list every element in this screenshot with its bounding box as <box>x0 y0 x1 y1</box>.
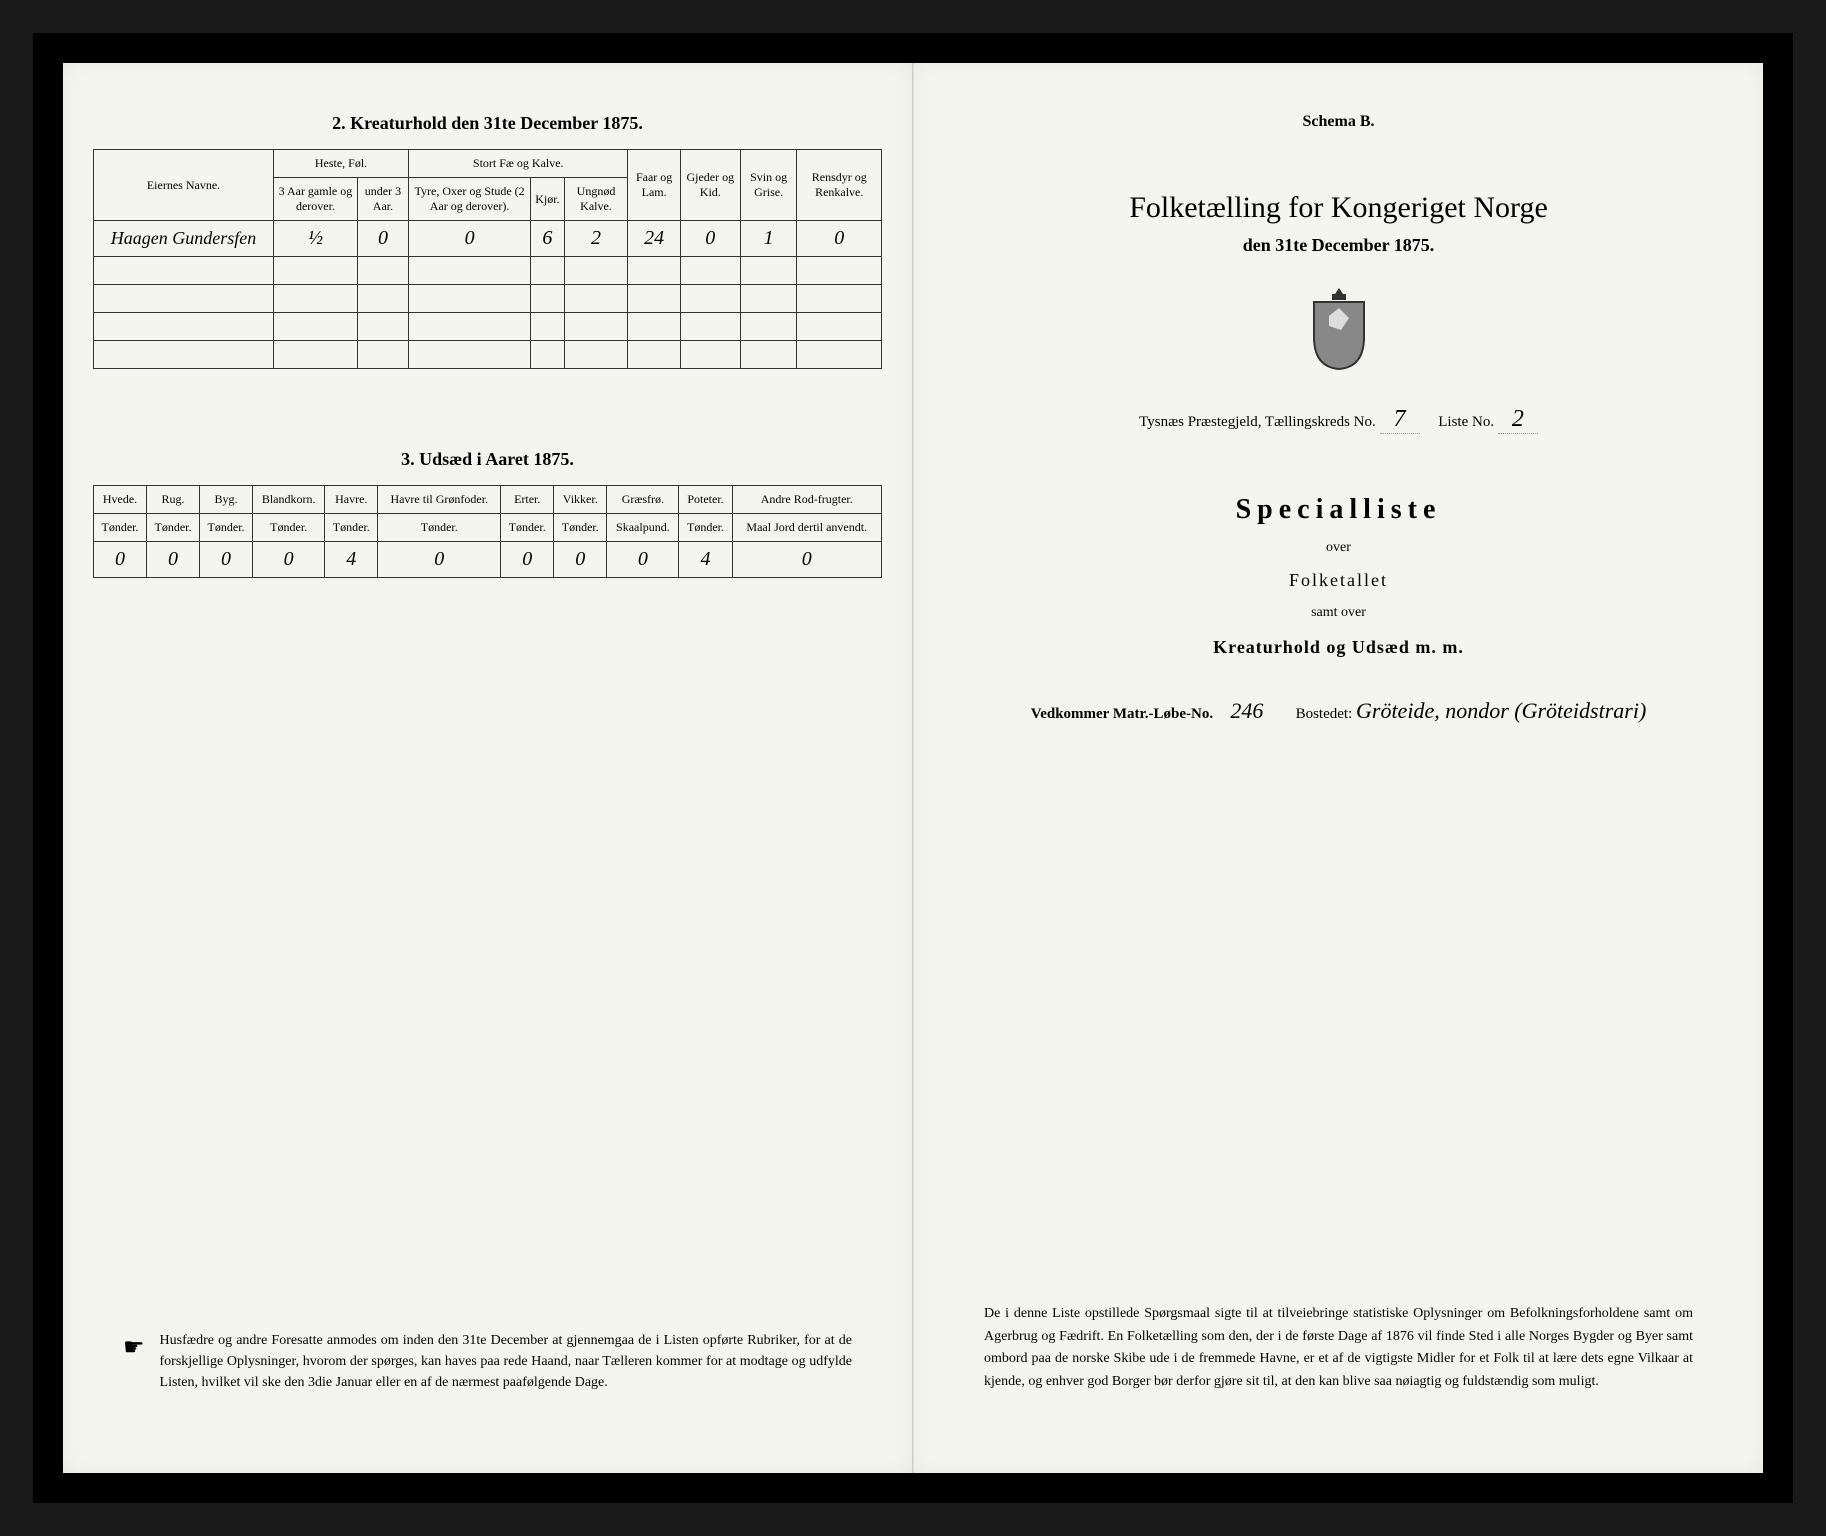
district-label: Tysnæs Præstegjeld, Tællingskreds No. <box>1139 414 1376 430</box>
cell: 0 <box>253 542 325 578</box>
th-heste-group: Heste, Føl. <box>274 150 409 178</box>
cell: 2 <box>564 221 628 257</box>
th-sub: Tønder. <box>554 514 607 542</box>
th-sub: Maal Jord dertil anvendt. <box>732 514 882 542</box>
cell: 0 <box>147 542 200 578</box>
th: Hvede. <box>94 486 147 514</box>
sub-date: den 31te December 1875. <box>944 235 1733 256</box>
empty-row <box>94 341 882 369</box>
over-label: over <box>944 540 1733 556</box>
cell: ½ <box>274 221 358 257</box>
cell: 6 <box>531 221 564 257</box>
empty-row <box>94 313 882 341</box>
main-title: Folketælling for Kongeriget Norge <box>944 191 1733 225</box>
th-stort-group: Stort Fæ og Kalve. <box>409 150 628 178</box>
left-footer: ☛ Husfædre og andre Foresatte anmodes om… <box>123 1330 852 1393</box>
cell: 4 <box>325 542 378 578</box>
th-sub: Tønder. <box>94 514 147 542</box>
th: Andre Rod-frugter. <box>732 486 882 514</box>
section3-title: 3. Udsæd i Aaret 1875. <box>93 449 882 470</box>
coat-of-arms-icon <box>944 286 1733 376</box>
district-line: Tysnæs Præstegjeld, Tællingskreds No. 7 … <box>944 406 1733 434</box>
th: Erter. <box>501 486 554 514</box>
footer-text: Husfædre og andre Foresatte anmodes om i… <box>160 1330 852 1393</box>
right-page: Schema B. Folketælling for Kongeriget No… <box>913 63 1763 1473</box>
schema-label: Schema B. <box>944 113 1733 131</box>
matr-line: Vedkommer Matr.-Løbe-No. 246 Bostedet: G… <box>944 698 1733 724</box>
matr-label: Vedkommer Matr.-Løbe-No. <box>1031 706 1213 722</box>
empty-row <box>94 257 882 285</box>
cell: 0 <box>94 542 147 578</box>
th-sub: Tønder. <box>253 514 325 542</box>
th-sub: Tønder. <box>679 514 732 542</box>
liste-label: Liste No. <box>1438 414 1494 430</box>
section2-title: 2. Kreaturhold den 31te December 1875. <box>93 113 882 134</box>
liste-no: 2 <box>1498 406 1538 434</box>
th-svin: Svin og Grise. <box>740 150 797 221</box>
district-no: 7 <box>1380 406 1420 434</box>
table3-row: 0 0 0 0 4 0 0 0 0 4 0 <box>94 542 882 578</box>
matr-no: 246 <box>1217 698 1277 724</box>
specialliste-title: Specialliste <box>944 494 1733 526</box>
cell: 0 <box>357 221 408 257</box>
th-stort3: Ungnød Kalve. <box>564 178 628 221</box>
th: Rug. <box>147 486 200 514</box>
cell: 0 <box>501 542 554 578</box>
empty-row <box>94 285 882 313</box>
th: Poteter. <box>679 486 732 514</box>
th: Havre. <box>325 486 378 514</box>
th: Byg. <box>200 486 253 514</box>
cell: 24 <box>628 221 680 257</box>
th: Blandkorn. <box>253 486 325 514</box>
th: Vikker. <box>554 486 607 514</box>
th-sub: Tønder. <box>378 514 501 542</box>
cell: 0 <box>797 221 882 257</box>
cell: 0 <box>378 542 501 578</box>
th-sub: Tønder. <box>325 514 378 542</box>
th-faar: Faar og Lam. <box>628 150 680 221</box>
table-kreaturhold: Eiernes Navne. Heste, Føl. Stort Fæ og K… <box>93 149 882 369</box>
left-page: 2. Kreaturhold den 31te December 1875. E… <box>63 63 913 1473</box>
pointer-icon: ☛ <box>123 1330 145 1393</box>
cell: 0 <box>200 542 253 578</box>
cell: 1 <box>740 221 797 257</box>
table2-row1: Haagen Gundersfen ½ 0 0 6 2 24 0 1 0 <box>94 221 882 257</box>
cell: 0 <box>554 542 607 578</box>
cell: 0 <box>409 221 531 257</box>
document-frame: 2. Kreaturhold den 31te December 1875. E… <box>33 33 1793 1503</box>
th-heste2: under 3 Aar. <box>357 178 408 221</box>
owner-name: Haagen Gundersfen <box>94 221 274 257</box>
th: Græsfrø. <box>607 486 679 514</box>
th-sub: Tønder. <box>200 514 253 542</box>
th-sub: Tønder. <box>147 514 200 542</box>
th-stort2: Kjør. <box>531 178 564 221</box>
samt-label: samt over <box>944 605 1733 621</box>
th-gjeder: Gjeder og Kid. <box>680 150 740 221</box>
th-sub: Skaalpund. <box>607 514 679 542</box>
th-rensdyr: Rensdyr og Renkalve. <box>797 150 882 221</box>
table-udsaed: Hvede. Rug. Byg. Blandkorn. Havre. Havre… <box>93 485 882 578</box>
th-heste1: 3 Aar gamle og derover. <box>274 178 358 221</box>
bosted-value: Gröteide, nondor (Gröteidstrari) <box>1356 698 1646 724</box>
th-sub: Tønder. <box>501 514 554 542</box>
folketallet-label: Folketallet <box>944 570 1733 591</box>
th: Havre til Grønfoder. <box>378 486 501 514</box>
bosted-label: Bostedet: <box>1296 706 1353 722</box>
th-stort1: Tyre, Oxer og Stude (2 Aar og derover). <box>409 178 531 221</box>
cell: 0 <box>680 221 740 257</box>
cell: 0 <box>732 542 882 578</box>
kreatur-label: Kreaturhold og Udsæd m. m. <box>944 637 1733 658</box>
cell: 0 <box>607 542 679 578</box>
cell: 4 <box>679 542 732 578</box>
th-eiernes: Eiernes Navne. <box>94 150 274 221</box>
right-footer: De i denne Liste opstillede Spørgsmaal s… <box>984 1303 1693 1393</box>
